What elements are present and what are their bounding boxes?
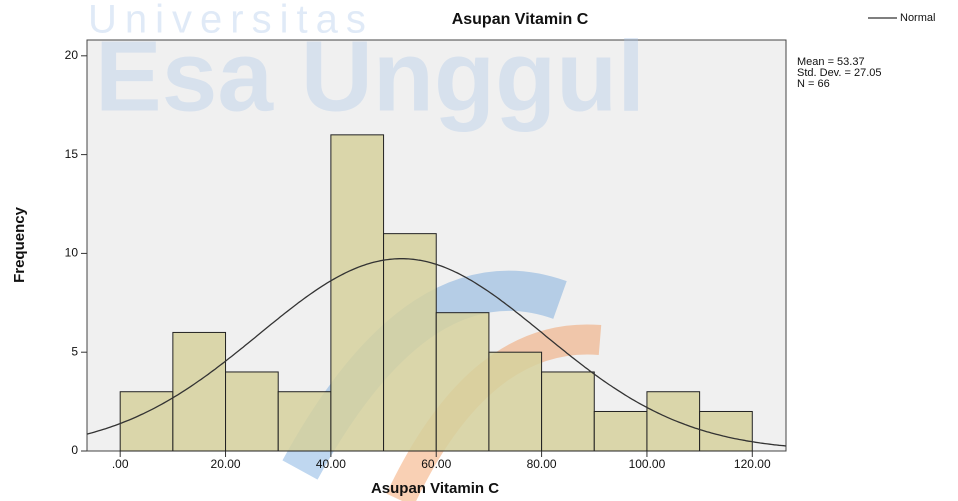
chart-title: Asupan Vitamin C bbox=[452, 11, 589, 28]
y-tick-label: 0 bbox=[71, 443, 78, 457]
bar bbox=[225, 371, 279, 452]
bar bbox=[277, 391, 332, 452]
normal-curve bbox=[86, 258, 787, 447]
bar bbox=[435, 312, 490, 452]
x-tick-label: 60.00 bbox=[421, 457, 451, 471]
y-tick-label: 5 bbox=[71, 344, 78, 358]
stat-label: N = 66 bbox=[797, 78, 830, 90]
x-tick-label: 80.00 bbox=[527, 457, 557, 471]
bar bbox=[383, 233, 437, 452]
y-tick-label: 10 bbox=[65, 246, 79, 260]
bar bbox=[172, 331, 227, 452]
x-tick-label: 120.00 bbox=[734, 457, 771, 471]
stat-label: Mean = 53.37 bbox=[797, 56, 865, 68]
bar bbox=[541, 371, 595, 452]
x-axis-label: Asupan Vitamin C bbox=[371, 480, 499, 497]
x-tick-label: .00 bbox=[112, 457, 129, 471]
bar bbox=[119, 391, 174, 452]
watermark-text: Universitas bbox=[88, 0, 374, 42]
x-tick-label: 40.00 bbox=[316, 457, 346, 471]
x-tick-label: 20.00 bbox=[211, 457, 241, 471]
bar bbox=[488, 351, 543, 452]
stat-label: Std. Dev. = 27.05 bbox=[797, 67, 882, 79]
bar bbox=[646, 391, 701, 452]
legend-label: Normal bbox=[900, 12, 935, 24]
x-tick-label: 100.00 bbox=[629, 457, 666, 471]
watermark-text: Esa Unggul bbox=[95, 20, 645, 132]
bar bbox=[699, 410, 753, 452]
bar bbox=[593, 410, 648, 452]
bar bbox=[330, 134, 385, 452]
y-tick-label: 15 bbox=[65, 147, 79, 161]
y-tick-label: 20 bbox=[65, 48, 79, 62]
y-axis-label: Frequency bbox=[11, 206, 28, 283]
